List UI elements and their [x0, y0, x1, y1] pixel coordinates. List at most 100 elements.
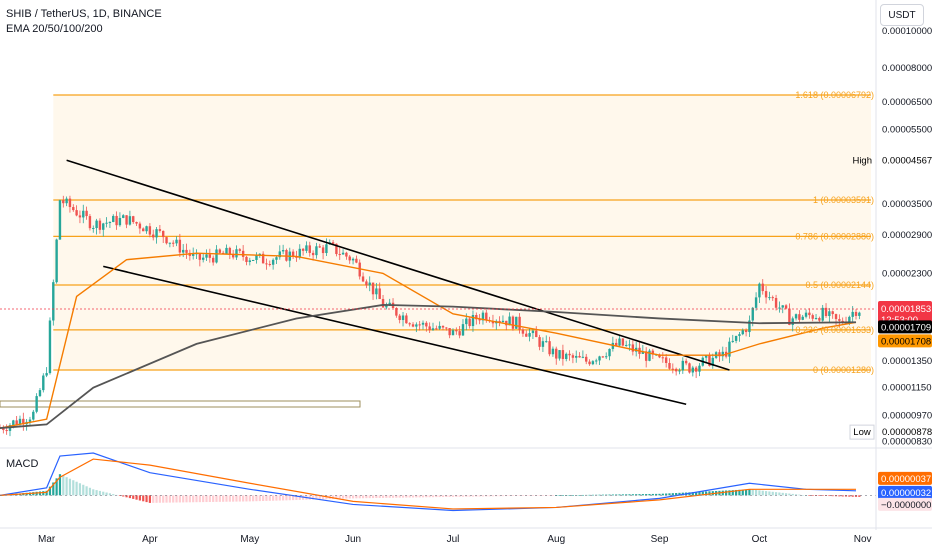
candle-body [588, 361, 591, 365]
macd-histogram-bar [142, 495, 145, 502]
price-tick-label: 0.00008000 [882, 63, 932, 74]
channel-upper-line [66, 159, 730, 371]
macd-histogram-bar [788, 493, 791, 496]
macd-histogram-bar [348, 495, 351, 499]
candle-body [385, 305, 388, 308]
macd-histogram-bar [288, 495, 291, 501]
macd-histogram-bar [781, 492, 784, 496]
macd-histogram-bar [298, 495, 301, 500]
candle-body [425, 322, 428, 327]
macd-histogram-bar [774, 492, 778, 496]
low-label: Low [853, 427, 871, 438]
current-price-value: 0.00001853 [881, 304, 931, 315]
fib-level-label: 1 (0.00003591) [813, 195, 874, 205]
macd-histogram-bar [701, 491, 704, 496]
macd-histogram-bar [458, 495, 461, 497]
candle-body [428, 326, 431, 331]
candle-body [191, 253, 195, 256]
candle-body [858, 312, 861, 316]
fib-level-label: 1.618 (0.00006792) [795, 90, 874, 100]
macd-histogram-bar [408, 495, 411, 498]
macd-histogram-bar [192, 495, 195, 503]
candle-body [48, 320, 52, 374]
macd-histogram-bar [318, 495, 321, 500]
candle-body [608, 348, 611, 357]
macd-value-badge [878, 485, 932, 499]
macd-histogram-bar [725, 490, 728, 496]
candle-body [338, 254, 341, 256]
macd-histogram-bar [834, 495, 838, 497]
candle-body [758, 283, 761, 298]
macd-histogram-bar [798, 494, 801, 496]
macd-histogram-bar [292, 495, 295, 501]
macd-histogram-bar [528, 495, 531, 496]
macd-histogram-bar [268, 495, 271, 501]
macd-histogram-bar [571, 495, 574, 496]
macd-histogram-bar [248, 495, 251, 502]
candle-body [301, 248, 305, 251]
macd-histogram-bar [808, 495, 811, 496]
macd-histogram-bar [311, 495, 315, 500]
macd-histogram-bar [858, 495, 861, 497]
macd-histogram-bar [831, 495, 834, 497]
macd-histogram-bar [175, 495, 178, 503]
macd-histogram-bar [358, 495, 361, 499]
candle-body [142, 228, 145, 232]
candle-body [315, 246, 318, 256]
macd-histogram-bar [282, 495, 285, 501]
macd-histogram-bar [172, 495, 175, 503]
macd-histogram-bar [658, 493, 661, 496]
macd-histogram-bar [535, 495, 538, 496]
ema-fast-line [0, 252, 857, 429]
candle-body [45, 373, 48, 376]
macd-histogram-bar [631, 494, 634, 496]
candle-body [808, 312, 811, 316]
candle-body [774, 298, 778, 308]
macd-histogram-bar [735, 489, 738, 496]
high-label: High [852, 155, 872, 166]
candle-body [401, 315, 405, 321]
macd-histogram-bar [341, 495, 345, 499]
macd-histogram-bar [431, 495, 435, 498]
time-tick-label: Apr [142, 534, 158, 545]
macd-histogram-bar [698, 491, 701, 496]
candle-body [305, 245, 308, 251]
candle-body [255, 255, 258, 260]
candle-body [644, 351, 648, 361]
candle-body [824, 307, 828, 317]
macd-histogram-bar [195, 495, 198, 503]
candle-body [321, 247, 325, 254]
macd-histogram-bar [212, 495, 215, 502]
macd-histogram-bar [741, 489, 744, 496]
macd-histogram-bar [828, 495, 831, 497]
candle-body [12, 420, 15, 426]
candle-body [455, 330, 458, 332]
macd-line [0, 452, 857, 512]
ema-value-2: 0.00001708 [881, 336, 931, 347]
price-tick-label: 0.00001150 [882, 383, 932, 394]
macd-histogram-bar [485, 495, 488, 497]
time-tick-label: Aug [547, 534, 565, 545]
macd-histogram-bar [98, 490, 102, 496]
macd-histogram-bar [751, 489, 754, 496]
candle-body [168, 242, 172, 244]
macd-histogram-bar [405, 495, 408, 498]
price-tick-label: 0.00006500 [882, 97, 932, 108]
macd-histogram-bar [38, 491, 42, 496]
price-tick-label: 0.00000970 [882, 411, 932, 422]
candle-body [271, 259, 275, 265]
macd-histogram-bar [232, 495, 235, 502]
currency-button[interactable]: USDT [880, 4, 924, 26]
candle-body [565, 353, 568, 360]
candle-body [208, 254, 212, 258]
candle-body [98, 220, 102, 230]
candle-body [295, 256, 298, 258]
time-tick-label: Nov [854, 534, 872, 545]
macd-value-label: 0.00000032 [881, 488, 931, 499]
candle-body [571, 355, 575, 358]
fib-level-label: 0 (0.00001280) [813, 365, 874, 375]
candle-body [318, 246, 321, 248]
macd-histogram-bar [238, 495, 241, 502]
macd-histogram-bar [471, 495, 475, 497]
